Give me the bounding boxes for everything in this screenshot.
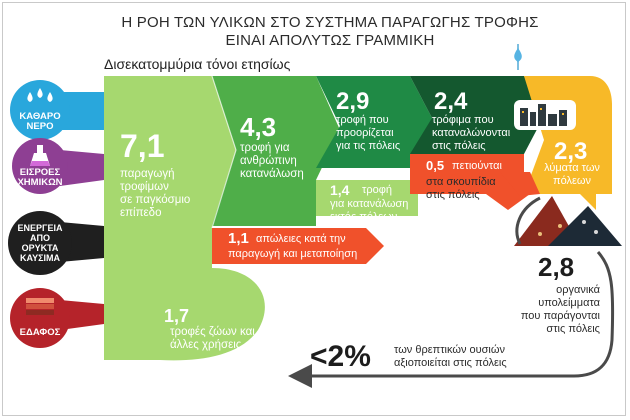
losses-label-b: παραγωγή και μεταποίηση	[228, 248, 358, 260]
residue-pile-right-icon	[548, 206, 622, 246]
human-food-value: 4,3	[240, 112, 277, 142]
chemicals-input-arrow	[60, 150, 104, 186]
soil-input-label: ΕΔΑΦΟΣ	[19, 327, 61, 338]
band-outside-cities	[316, 180, 418, 216]
band-losses	[212, 228, 384, 264]
wasted-food-value: 0,5	[426, 158, 445, 173]
soil-input-arrow	[60, 300, 104, 330]
losses-value: 1,1	[228, 230, 249, 247]
band-global-production	[104, 76, 236, 228]
global-production-value: 7,1	[120, 128, 165, 164]
human-food-label: τροφή για ανθρώπινη κατανάλωση	[240, 142, 304, 180]
main-title: Η ΡΟΗ ΤΩΝ ΥΛΙΚΩΝ ΣΤΟ ΣΥΣΤΗΜΑ ΠΑΡΑΓΩΓΗΣ Τ…	[120, 14, 540, 50]
water-input-arrow	[60, 92, 104, 130]
water-input-circle	[10, 80, 70, 140]
outside-cities-label-b: για κατανάλωση εκτός πόλεων	[330, 198, 409, 223]
water-input-label: ΚΑΘΑΡΟ ΝΕΡΟ	[19, 111, 61, 132]
flask-icon	[30, 145, 50, 166]
soil-icon	[26, 298, 54, 315]
wasted-food-label-a: πετιούνται	[452, 160, 502, 172]
title-line-2: ΕΙΝΑΙ ΑΠΟΛΥΤΩΣ ΓΡΑΜΜΙΚΗ	[225, 32, 435, 49]
return-loop-arrow	[288, 251, 615, 388]
organic-residues-value: 2,8	[538, 252, 575, 282]
unit-label: Δισεκατομμύρια τόνοι ετησίως	[104, 56, 291, 72]
band-for-cities	[316, 76, 432, 168]
energy-input-arrow	[60, 222, 104, 262]
soil-input-circle	[10, 288, 70, 348]
energy-input-circle	[8, 211, 72, 275]
frame-border	[2, 2, 626, 416]
energy-input-label: ΕΝΕΡΓΕΙΑ ΑΠΟ ΟΡΥΚΤΑ ΚΑΥΣΙΜΑ	[17, 223, 63, 263]
organic-residues-label: οργανικά υπολείμματα που παράγονται στις…	[520, 284, 600, 335]
chemicals-input-label: ΕΙΣΡΟΕΣ ΧΗΜΙΚΩΝ	[17, 167, 63, 188]
water-drops-icon	[27, 88, 53, 102]
losses-label-a: απώλειες κατά την	[256, 233, 346, 245]
consumed-cities-value: 2,4	[434, 88, 468, 115]
band-human-food	[212, 76, 340, 226]
city-icon	[514, 100, 576, 130]
nutrients-label: των θρεπτικών ουσιών αξιοποιείται στις π…	[394, 344, 507, 369]
global-production-label: παραγωγή τροφίμων σε παγκόσμιο επίπεδο	[120, 168, 191, 219]
residue-to-loop-line	[515, 196, 541, 245]
animal-feed-value: 1,7	[164, 306, 190, 326]
waste-water-label: λύματα των πόλεων	[544, 162, 600, 187]
for-cities-label: τροφή που προορίζεται για τις πόλεις	[336, 114, 401, 152]
band-global-production-lower	[104, 228, 212, 260]
consumed-cities-label: τρόφιμα που καταναλώνονται στις πόλεις	[432, 114, 511, 152]
outside-cities-value: 1,4	[330, 182, 350, 198]
for-cities-value: 2,9	[336, 88, 370, 115]
nutrients-value: <2%	[310, 340, 371, 373]
band-wasted-food	[410, 154, 530, 210]
animal-feed-label: τροφές ζώων και άλλες χρήσεις	[170, 326, 255, 351]
title-line-1: Η ΡΟΗ ΤΩΝ ΥΛΙΚΩΝ ΣΤΟ ΣΥΣΤΗΜΑ ΠΑΡΑΓΩΓΗΣ Τ…	[121, 14, 539, 31]
wasted-food-label-b: στα σκουπίδια στις πόλεις	[426, 176, 496, 201]
outside-cities-label-a: τροφή	[362, 184, 392, 196]
waste-water-value: 2,3	[554, 138, 588, 165]
band-wasted-food-drop	[500, 172, 540, 196]
band-animal-feed	[104, 260, 265, 361]
water-drop-icon	[514, 48, 522, 62]
band-consumed	[410, 76, 544, 154]
